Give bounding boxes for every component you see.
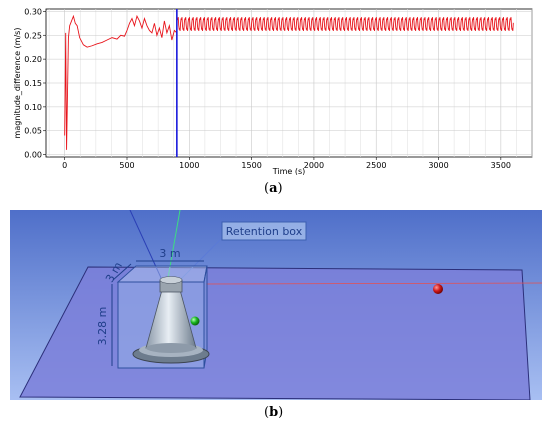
y-tick-label: 0.30 xyxy=(24,7,42,16)
y-tick-label: 0.00 xyxy=(24,151,42,160)
x-tick-label: 1000 xyxy=(179,161,199,170)
ticks: 0 500 1000 1500 2000 2500 3000 3500 0.00 0.05 0.10… xyxy=(24,7,511,170)
annotation-label: Retention box xyxy=(226,225,303,238)
y-tick-label: 0.20 xyxy=(24,55,42,64)
y-tick-label: 0.15 xyxy=(24,79,42,88)
ground-plane xyxy=(19,266,531,400)
panel-label-close: ) xyxy=(277,181,283,196)
retention-box-side xyxy=(203,265,208,369)
dimension-height: 3.28 m xyxy=(96,307,109,346)
y-tick-label: 0.10 xyxy=(24,103,42,112)
series-line-transient xyxy=(64,14,178,150)
x-tick-label: 0 xyxy=(62,161,67,170)
x-tick-label: 2000 xyxy=(304,161,324,170)
x-axis-label: Time (s) xyxy=(272,167,306,175)
panel-label-b-letter: b xyxy=(269,405,279,420)
ray-red xyxy=(205,282,542,285)
series-line-oscillation xyxy=(176,17,514,31)
x-tick-label: 3500 xyxy=(491,161,511,170)
cone-top-cap-lid xyxy=(159,276,183,284)
y-tick-label: 0.25 xyxy=(24,31,42,40)
ray-green xyxy=(167,210,181,279)
panel-label-a-letter: a xyxy=(269,181,278,196)
red-marker xyxy=(433,284,443,294)
y-tick-label: 0.05 xyxy=(24,127,42,136)
dimension-width: 3 m xyxy=(159,247,180,260)
x-tick-label: 3000 xyxy=(428,161,448,170)
3d-scene: Retention box 3 m 3 m 3.28 m xyxy=(10,210,542,400)
dimension-line-depth xyxy=(112,263,132,281)
chart: 0 500 1000 1500 2000 2500 3000 3500 0.00 0.05 0.10… xyxy=(13,7,533,175)
x-tick-label: 500 xyxy=(119,161,134,170)
annotation-box xyxy=(221,221,307,241)
x-tick-label: 2500 xyxy=(366,161,386,170)
panel-label-a: (a) xyxy=(264,181,283,196)
panel-label-open: ( xyxy=(264,405,270,420)
ray-blue xyxy=(129,210,163,281)
cone-rim xyxy=(146,343,196,353)
panel-label-open: ( xyxy=(264,181,270,196)
panel-label-close: ) xyxy=(278,405,284,420)
y-axis-label: magnitude_difference (m/s) xyxy=(13,28,22,139)
green-marker xyxy=(190,316,200,326)
x-tick-label: 1500 xyxy=(241,161,261,170)
panel-label-b: (b) xyxy=(264,405,283,420)
series xyxy=(64,9,514,157)
